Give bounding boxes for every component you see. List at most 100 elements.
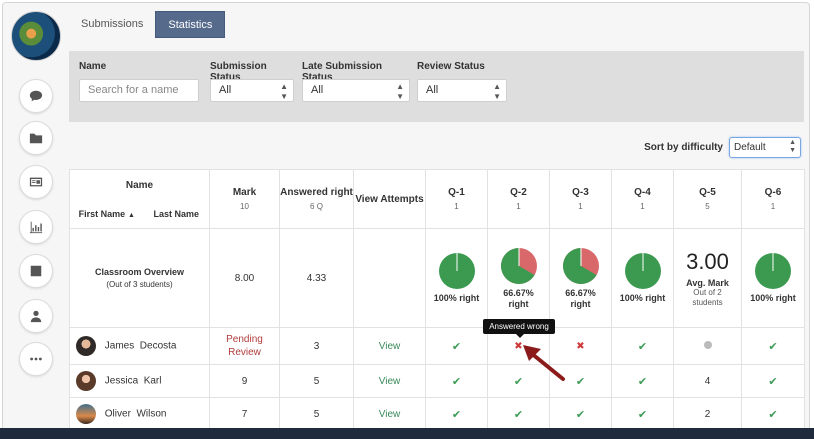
check-icon: ✔ (768, 375, 778, 388)
q1-result: ✔ (425, 364, 488, 398)
check-icon: ✔ (575, 375, 586, 388)
submission-status-value: All (219, 84, 232, 96)
q5-result: 4 (673, 364, 742, 398)
sort-select[interactable]: Default ▲ ▼ (729, 137, 801, 158)
q3-result: ✔ (549, 397, 612, 431)
table-row: Oliver Wilson 7 5 View ✔ ✔ ✔ ✔ 2 ✔ (69, 397, 805, 431)
q5-result: 2 (673, 397, 742, 431)
q1-result: ✔ (425, 397, 488, 431)
submission-status-filter: Submission Status All ▲ ▼ (210, 61, 294, 102)
submission-status-label: Submission Status (210, 61, 267, 83)
q4-pie-chart (624, 253, 661, 289)
overview-q1: 100% right (425, 228, 488, 328)
select-arrows-icon: ▲ ▼ (396, 82, 404, 101)
id-card-icon[interactable] (19, 165, 53, 199)
answered-cell: 5 (279, 397, 354, 431)
name-filter-label: Name (79, 61, 107, 72)
q6-result: ✔ (741, 364, 805, 398)
mark-cell[interactable]: Pending Review (209, 327, 280, 365)
q5-header[interactable]: Q-5 5 (673, 169, 742, 229)
q6-result: ✔ (741, 397, 805, 431)
tab-statistics[interactable]: Statistics (155, 11, 226, 38)
q6-header[interactable]: Q-6 1 (741, 169, 805, 229)
bar-chart-icon[interactable] (19, 210, 53, 244)
q1-pie-chart (438, 253, 475, 289)
pending-dot-icon (703, 340, 712, 349)
overview-mark: 8.00 (209, 228, 280, 328)
check-icon: ✔ (637, 340, 648, 353)
late-status-label: Late Submission Status (302, 61, 383, 83)
check-icon: ✔ (513, 408, 524, 421)
late-status-value: All (311, 84, 324, 96)
classroom-overview-row: Classroom Overview (Out of 3 students) 8… (69, 228, 805, 328)
check-icon: ✔ (768, 340, 778, 353)
more-icon[interactable] (19, 342, 53, 376)
review-status-select[interactable]: All ▲ ▼ (417, 79, 507, 102)
last-name-header[interactable]: Last Name (143, 200, 210, 229)
avatar (76, 336, 96, 356)
check-icon: ✔ (768, 408, 778, 421)
folder-icon[interactable] (19, 121, 53, 155)
sort-control: Sort by difficulty Default ▲ ▼ (644, 137, 801, 158)
q1-header[interactable]: Q-1 1 (425, 169, 488, 229)
q4-header[interactable]: Q-4 1 (611, 169, 674, 229)
checkbox-icon[interactable] (19, 254, 53, 288)
bottom-bar (0, 428, 814, 439)
cross-icon: ✖ (514, 340, 523, 352)
answered-cell: 3 (279, 327, 354, 365)
answered-wrong-tooltip: Answered wrong (483, 319, 555, 338)
view-attempts-link[interactable]: View (353, 364, 426, 398)
overview-q4: 100% right (611, 228, 674, 328)
q2-header[interactable]: Q-2 1 (487, 169, 550, 229)
view-attempts-header: View Attempts (353, 169, 426, 229)
tab-submissions[interactable]: Submissions (81, 18, 144, 30)
statistics-table: Name Mark 10 Answered right 6 Q View Att… (69, 169, 805, 431)
search-input[interactable]: Search for a name (79, 79, 199, 102)
check-icon: ✔ (637, 375, 648, 388)
mark-cell: 9 (209, 364, 280, 398)
school-logo[interactable] (11, 11, 61, 61)
check-icon: ✔ (513, 375, 524, 388)
filter-panel: Name Search for a name Submission Status… (69, 51, 804, 122)
view-attempts-link[interactable]: View (353, 397, 426, 431)
table-row: James Decosta Pending Review 3 View ✔ ✖ … (69, 327, 805, 365)
student-name: Oliver Wilson (69, 397, 210, 431)
q3-pie-chart (562, 247, 599, 284)
answered-cell: 5 (279, 364, 354, 398)
submission-status-select[interactable]: All ▲ ▼ (210, 79, 294, 102)
comment-icon[interactable] (19, 79, 53, 113)
sort-label: Sort by difficulty (644, 142, 723, 153)
pie-slice-right (500, 247, 535, 284)
late-status-filter: Late Submission Status All ▲ ▼ (302, 61, 410, 102)
check-icon: ✔ (451, 408, 462, 421)
avatar (76, 371, 96, 391)
name-filter: Name Search for a name (79, 61, 199, 102)
check-icon: ✔ (637, 408, 648, 421)
sort-value: Default (734, 142, 766, 153)
overview-q6: 100% right (741, 228, 805, 328)
first-name-header[interactable]: First Name ▲ (69, 200, 144, 229)
q2-pie-chart (500, 247, 537, 284)
student-name: Jessica Karl (69, 364, 210, 398)
avatar (76, 404, 96, 424)
overview-q2: 66.67% right (487, 228, 550, 328)
cross-icon: ✖ (576, 340, 585, 352)
mark-header: Mark 10 (209, 169, 280, 229)
q6-pie-chart (755, 253, 791, 289)
sidebar (3, 3, 69, 433)
view-attempts-link[interactable]: View (353, 327, 426, 365)
user-icon[interactable] (19, 299, 53, 333)
q3-header[interactable]: Q-3 1 (549, 169, 612, 229)
answered-right-header: Answered right 6 Q (279, 169, 354, 229)
review-status-filter: Review Status All ▲ ▼ (417, 61, 507, 102)
classroom-overview-title: Classroom Overview (Out of 3 students) (69, 228, 210, 328)
overview-q3: 66.67% right (549, 228, 612, 328)
overview-view-empty (353, 228, 426, 328)
late-status-select[interactable]: All ▲ ▼ (302, 79, 410, 102)
app-frame: Submissions Statistics Name Search for a… (2, 2, 810, 434)
q4-result: ✔ (611, 327, 674, 365)
overview-answered: 4.33 (279, 228, 354, 328)
student-name: James Decosta (69, 327, 210, 365)
q2-result: ✔ (487, 397, 550, 431)
select-arrows-icon: ▲ ▼ (789, 139, 796, 154)
